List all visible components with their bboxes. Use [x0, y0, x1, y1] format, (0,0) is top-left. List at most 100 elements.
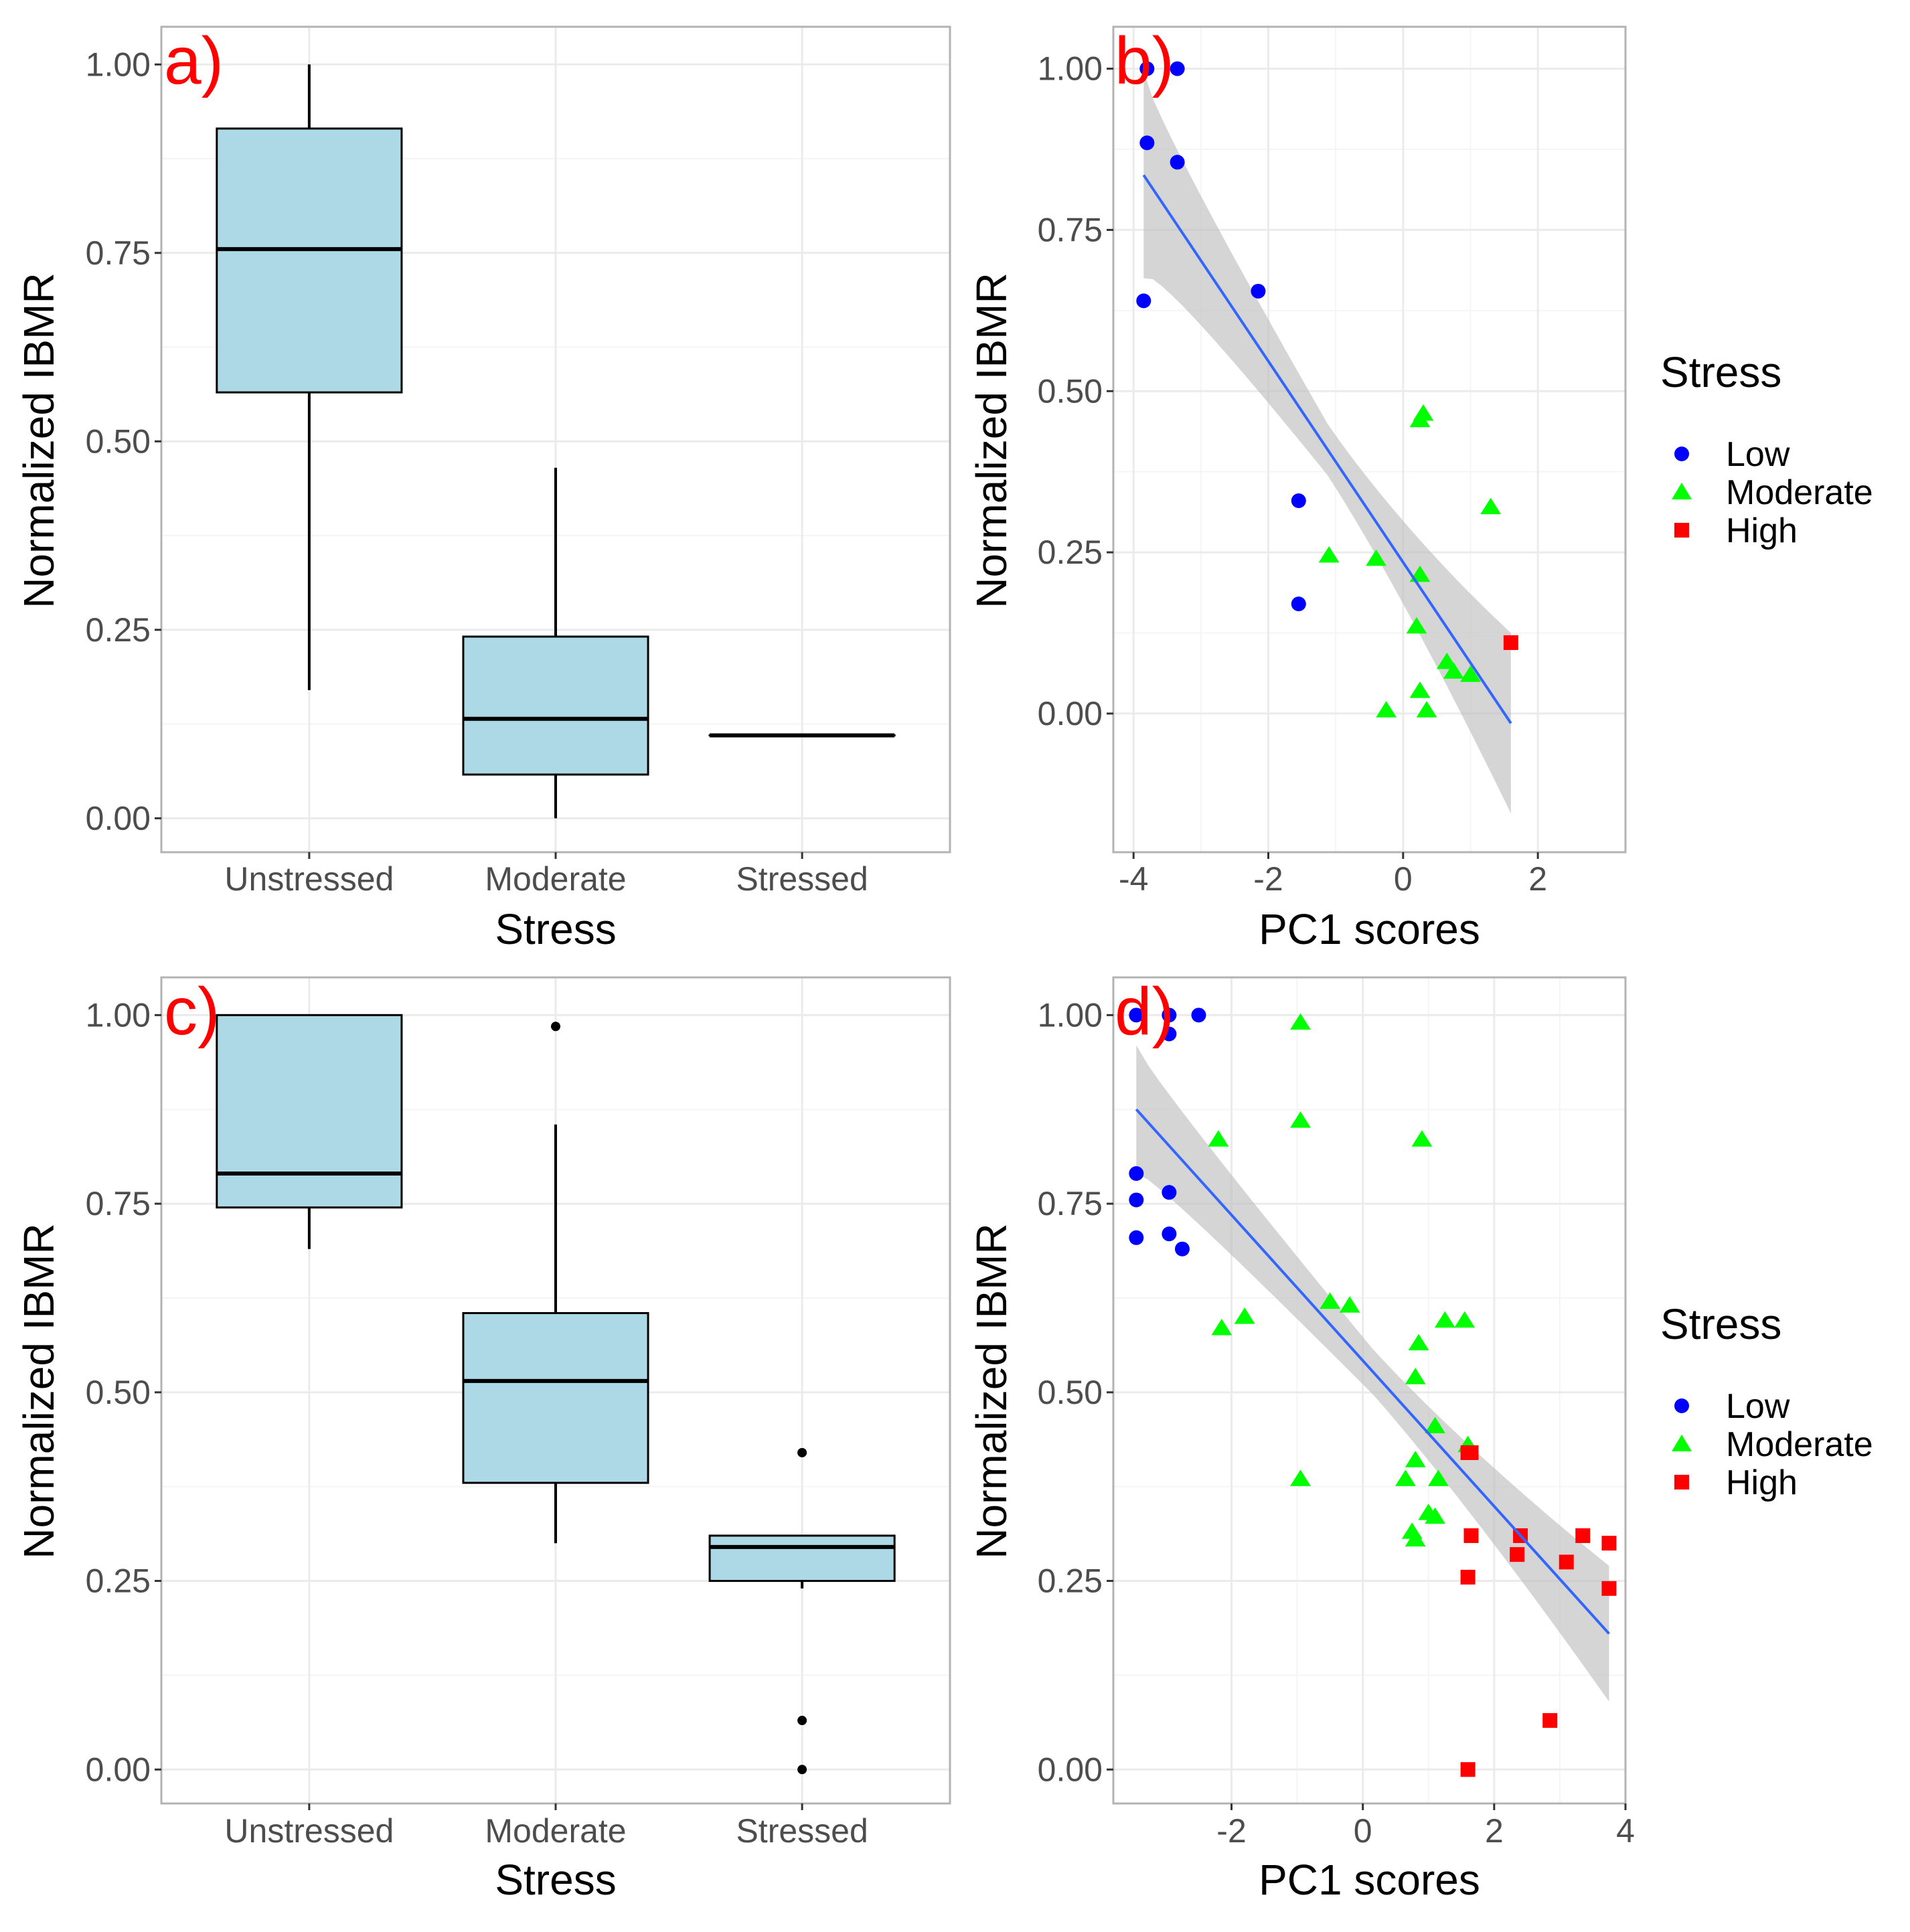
point-low-1	[1170, 61, 1185, 76]
y-axis-title: Normalized IBMR	[967, 1223, 1016, 1558]
point-low-3	[1170, 155, 1185, 170]
point-moderate-16	[1428, 1469, 1449, 1486]
panel-label: b)	[1115, 23, 1174, 98]
legend-label-low: Low	[1726, 1387, 1790, 1426]
point-high-7	[1559, 1554, 1574, 1570]
x-tick-label: 0	[1354, 1812, 1372, 1850]
point-moderate-6	[1406, 617, 1427, 634]
panel-border	[1112, 976, 1627, 1805]
y-tick-label: 1.00	[86, 996, 151, 1034]
point-low-7	[1129, 1230, 1144, 1245]
legend-label-moderate: Moderate	[1726, 1425, 1873, 1464]
point-moderate-11	[1405, 1368, 1426, 1384]
y-tick-label: 0.50	[1038, 1374, 1103, 1411]
y-axis-title: Normalized IBMR	[15, 1223, 63, 1558]
x-tick-label: 2	[1485, 1812, 1504, 1850]
point-moderate-12	[1416, 701, 1437, 718]
y-tick-label: 0.75	[86, 1185, 151, 1222]
x-tick-label: 4	[1616, 1812, 1635, 1850]
y-tick-label: 0.25	[86, 1562, 151, 1600]
point-moderate-4	[1211, 1319, 1232, 1336]
point-high-10	[1542, 1713, 1558, 1728]
y-tick-label: 1.00	[1038, 996, 1103, 1034]
outlier-point	[551, 1022, 560, 1032]
point-low-2	[1139, 135, 1155, 151]
point-high-8	[1460, 1569, 1476, 1585]
x-tick-label: -2	[1216, 1812, 1246, 1850]
point-high-2	[1463, 1528, 1479, 1543]
point-moderate-2	[1480, 497, 1502, 515]
panel-b-scatter: 0.00 0.25 0.50 0.75 1.00 -4 -2 0 2 PC1 scores Norm…	[967, 23, 1627, 953]
y-tick-label: 0.25	[1038, 534, 1103, 571]
point-high-0	[1503, 635, 1518, 650]
y-tick-label: 0.75	[86, 234, 151, 272]
point-high-6	[1510, 1547, 1525, 1562]
point-moderate-1	[1290, 1111, 1311, 1128]
x-axis-title: PC1 scores	[1259, 1856, 1480, 1904]
point-moderate-0	[1290, 1013, 1311, 1030]
legend-key-low	[1674, 447, 1689, 461]
x-axis-title: Stress	[495, 1856, 616, 1904]
point-moderate-14	[1405, 1451, 1426, 1467]
x-axis-title: PC1 scores	[1259, 905, 1480, 953]
y-tick-label: 0.50	[86, 422, 151, 460]
point-moderate-3	[1411, 1130, 1433, 1147]
point-moderate-4	[1366, 549, 1386, 566]
point-moderate-10	[1454, 1311, 1476, 1328]
y-tick-label: 0.25	[86, 611, 151, 649]
panel-d-scatter: 0.00 0.25 0.50 0.75 1.00 -2 0 2 4 PC1 scores Norma…	[967, 974, 1635, 1904]
box-unstressed	[216, 1014, 403, 1209]
x-tick-label: 0	[1394, 860, 1413, 898]
point-moderate-19	[1425, 1507, 1445, 1524]
point-low-9	[1174, 1241, 1190, 1257]
point-low-6	[1162, 1185, 1177, 1200]
y-axis-title: Normalized IBMR	[967, 272, 1016, 608]
point-low-3	[1162, 1026, 1177, 1042]
legend-label-high: High	[1726, 511, 1798, 550]
y-tick-label: 1.00	[1038, 50, 1103, 88]
outlier-point	[797, 1716, 807, 1726]
x-tick-label: 2	[1528, 860, 1547, 898]
point-moderate-3	[1318, 546, 1340, 563]
legend-title: Stress	[1660, 1300, 1781, 1348]
box-unstressed	[216, 127, 403, 394]
y-tick-label: 0.00	[1038, 695, 1103, 732]
point-low-5	[1251, 283, 1266, 299]
panel-c-boxplot: 0.00 0.25 0.50 0.75 1.00 Unstressed Moderate St…	[15, 974, 951, 1904]
regression-line	[1135, 1108, 1610, 1635]
panel-border	[1112, 25, 1627, 854]
x-tick-label: Unstressed	[224, 860, 394, 898]
point-moderate-8	[1443, 662, 1464, 679]
point-high-4	[1575, 1528, 1591, 1543]
point-moderate-9	[1434, 1311, 1455, 1328]
outlier-point	[797, 1447, 807, 1457]
legend-label-low: Low	[1726, 435, 1790, 474]
box-moderate	[462, 635, 649, 776]
point-moderate-7	[1339, 1296, 1360, 1313]
point-high-1	[1460, 1445, 1476, 1460]
point-moderate-5	[1234, 1307, 1255, 1324]
panel-label: a)	[164, 23, 224, 98]
x-tick-label: -4	[1119, 860, 1148, 898]
regression-line	[1142, 174, 1512, 724]
point-moderate-9	[1460, 665, 1481, 682]
point-low-0	[1129, 1008, 1144, 1023]
y-tick-label: 0.50	[1038, 372, 1103, 410]
point-low-5	[1129, 1192, 1144, 1208]
legend-key-moderate	[1672, 483, 1692, 499]
y-tick-label: 0.50	[86, 1374, 151, 1411]
y-tick-label: 0.75	[1038, 1185, 1103, 1222]
legend-key-high	[1674, 523, 1689, 538]
point-low-8	[1162, 1226, 1177, 1242]
x-tick-label: Moderate	[485, 1812, 626, 1850]
x-tick-label: Unstressed	[224, 1812, 394, 1850]
legend-key-moderate	[1672, 1435, 1692, 1451]
outlier-point	[797, 1765, 807, 1775]
y-tick-label: 0.00	[86, 1751, 151, 1788]
y-tick-label: 0.25	[1038, 1562, 1103, 1600]
point-high-5	[1601, 1536, 1617, 1551]
point-low-7	[1291, 596, 1306, 612]
box-moderate	[462, 1311, 649, 1484]
legend-key-low	[1674, 1398, 1689, 1413]
